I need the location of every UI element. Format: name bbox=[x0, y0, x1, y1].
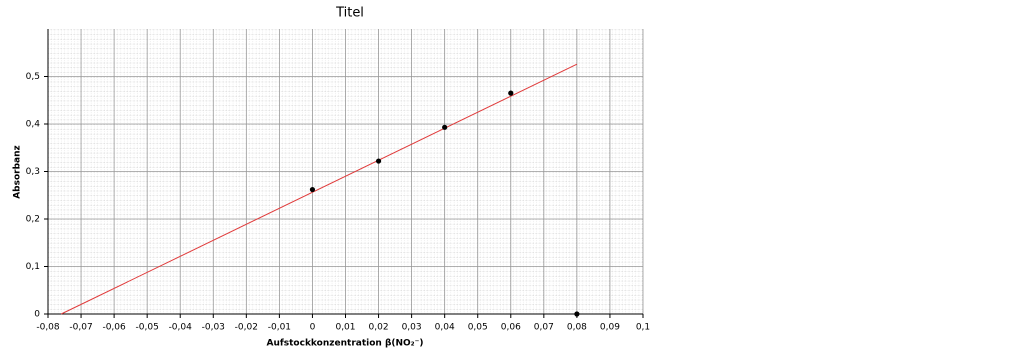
data-point bbox=[508, 90, 514, 96]
y-tick-label: 0,5 bbox=[26, 72, 40, 82]
x-tick-label: 0,1 bbox=[636, 323, 650, 333]
x-tick-label: -0,04 bbox=[169, 323, 193, 333]
x-axis-label: Aufstockkonzentration β(NO₂⁻) bbox=[266, 339, 423, 349]
data-point bbox=[375, 158, 382, 164]
data-point bbox=[309, 186, 316, 193]
x-tick-label: 0,09 bbox=[600, 323, 620, 333]
x-tick-label: -0,08 bbox=[36, 323, 60, 333]
x-tick-label: -0,01 bbox=[268, 323, 291, 333]
data-point bbox=[442, 124, 448, 130]
x-tick-label: -0,06 bbox=[102, 323, 126, 333]
y-tick-label: 0,3 bbox=[26, 167, 40, 177]
x-tick-label: 0 bbox=[310, 323, 316, 333]
x-tick-label: -0,05 bbox=[136, 323, 159, 333]
y-axis-label: Absorbanz bbox=[13, 145, 23, 199]
chart-title: Titel bbox=[335, 6, 364, 21]
x-tick-label: 0,04 bbox=[435, 323, 455, 333]
fit-line bbox=[61, 63, 578, 315]
x-tick-label: -0,03 bbox=[202, 323, 225, 333]
x-tick-label: 0,01 bbox=[335, 323, 355, 333]
y-tick-label: 0,1 bbox=[26, 262, 40, 272]
x-tick-label: -0,07 bbox=[69, 323, 92, 333]
y-tick-label: 0,2 bbox=[26, 215, 40, 225]
x-tick-label: -0,02 bbox=[235, 323, 258, 333]
y-tick-label: 0 bbox=[34, 310, 40, 320]
x-tick-label: 0,02 bbox=[369, 323, 389, 333]
x-tick-label: 0,05 bbox=[468, 323, 488, 333]
y-tick-label: 0,4 bbox=[26, 120, 41, 130]
x-tick-label: 0,06 bbox=[501, 323, 521, 333]
x-tick-label: 0,08 bbox=[567, 323, 587, 333]
x-tick-label: 0,07 bbox=[534, 323, 554, 333]
data-point bbox=[574, 311, 580, 317]
x-tick-label: 0,03 bbox=[402, 323, 422, 333]
